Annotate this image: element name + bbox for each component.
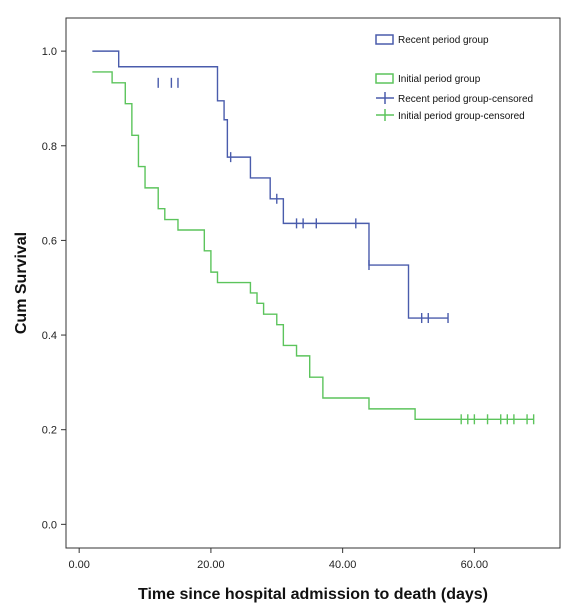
legend-label-initial: Initial period group [398, 74, 481, 85]
x-tick-label: 0.00 [68, 559, 89, 571]
legend: Recent period group Initial period group… [375, 34, 533, 122]
x-tick-label: 60.00 [461, 559, 489, 571]
legend-marker-initial-censored [376, 109, 394, 121]
y-axis: 0.0 0.2 0.4 0.6 0.8 1.0 [42, 46, 66, 531]
y-tick-label: 0.6 [42, 235, 57, 247]
y-tick-label: 0.4 [42, 330, 57, 342]
legend-swatch-recent [375, 34, 394, 45]
legend-label-initial-censored: Initial period group-censored [398, 111, 525, 122]
y-tick-label: 0.2 [42, 425, 57, 437]
x-tick-label: 40.00 [329, 559, 357, 571]
plot-area [65, 17, 561, 549]
x-axis-title: Time since hospital admission to death (… [138, 586, 488, 603]
x-axis: 0.00 20.00 40.00 60.00 [68, 548, 488, 571]
legend-label-recent: Recent period group [398, 35, 489, 46]
legend-marker-recent-censored [376, 92, 394, 104]
legend-label-recent-censored: Recent period group-censored [398, 94, 533, 105]
y-axis-title: Cum Survival [13, 232, 30, 334]
y-tick-label: 1.0 [42, 46, 57, 58]
series-line-recent [92, 50, 449, 319]
legend-swatch-initial [375, 73, 394, 84]
series-line-initial [92, 71, 534, 420]
series-layer [92, 50, 535, 425]
x-tick-label: 20.00 [197, 559, 225, 571]
y-tick-label: 0.0 [42, 519, 57, 531]
y-tick-label: 0.8 [42, 141, 57, 153]
